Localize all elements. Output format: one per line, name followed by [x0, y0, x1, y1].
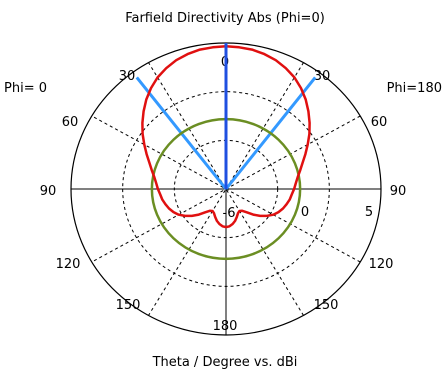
phi-180-label: Phi=180 [387, 81, 442, 96]
grid-spoke [148, 62, 304, 316]
radial-tick-labels: -6 0 5 [223, 205, 374, 221]
angle-tick-label: 60 [62, 115, 79, 130]
radial-tick-label: 0 [301, 205, 309, 220]
angle-tick-label: 180 [213, 319, 238, 334]
radial-tick-label: -6 [223, 206, 236, 221]
angle-tick-label: 30 [314, 69, 331, 84]
angle-tick-label: 150 [314, 298, 339, 313]
angle-tick-label: 150 [116, 298, 141, 313]
angle-tick-label: 90 [40, 184, 57, 199]
angle-tick-label: 90 [390, 184, 407, 199]
angle-tick-labels: 0 30 60 90 120 150 180 150 120 90 60 30 [40, 55, 407, 334]
angle-tick-label: 30 [119, 69, 136, 84]
x-axis-label: Theta / Degree vs. dBi [152, 355, 298, 370]
series-group [135, 43, 317, 261]
grid-spoke [148, 62, 304, 316]
phi-0-label: Phi= 0 [4, 81, 47, 96]
chart-title: Farfield Directivity Abs (Phi=0) [125, 11, 325, 26]
radial-tick-label: 5 [365, 205, 373, 220]
series-red-pattern [141, 44, 311, 229]
angle-tick-label: 120 [56, 257, 81, 272]
angle-tick-label: 120 [369, 257, 394, 272]
angle-tick-label: 60 [371, 115, 388, 130]
